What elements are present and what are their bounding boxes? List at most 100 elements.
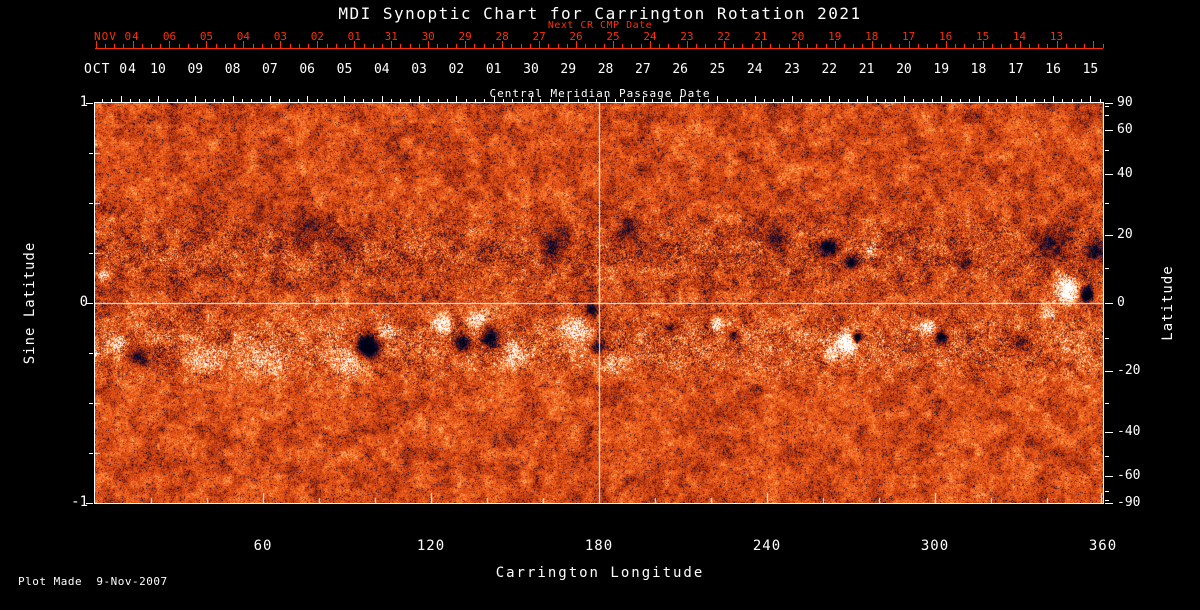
next-cr-date-label: 05: [199, 30, 214, 43]
right-axis-tick: [1105, 500, 1109, 501]
next-cr-date-label: 21: [754, 30, 768, 43]
cmp-date-label: 16: [1045, 62, 1061, 77]
next-cr-tick: [243, 41, 245, 48]
next-cr-tick: [686, 41, 688, 48]
next-cr-date-label: 25: [606, 30, 620, 43]
y-tick-label-sine: -1: [71, 494, 88, 510]
y-tick-label-latitude: -60: [1117, 468, 1141, 484]
next-cr-date-label: 17: [902, 30, 916, 43]
cmp-month-label: OCT 04: [84, 62, 137, 77]
x-tick-label: 60: [253, 538, 273, 554]
next-cr-tick: [613, 41, 614, 48]
next-cr-month-label: NOV 04: [94, 30, 140, 43]
cmp-date-label: 27: [635, 62, 651, 77]
cmp-date-label: 06: [299, 62, 315, 77]
plot-frame: [94, 102, 1104, 504]
next-cr-date-label: 18: [865, 30, 879, 43]
next-cr-date-label: 02: [310, 30, 324, 43]
right-axis-tick: [1105, 371, 1113, 372]
next-cr-date-label: 15: [975, 30, 990, 43]
bottom-axis-title: Carrington Longitude: [495, 565, 705, 581]
cmp-date-label: 01: [485, 62, 502, 77]
cmp-date-label: 19: [933, 62, 950, 77]
next-cr-axis-label: Next CR CMP Date: [547, 20, 653, 31]
next-cr-date-label: 19: [828, 30, 842, 43]
chart-title: MDI Synoptic Chart for Carrington Rotati…: [338, 4, 862, 23]
cmp-date-label: 08: [224, 62, 241, 77]
next-cr-tick: [945, 41, 947, 48]
cmp-date-label: 18: [970, 62, 987, 77]
next-cr-tick: [1093, 41, 1095, 48]
cmp-date-label: 09: [187, 62, 204, 77]
right-axis-tick: [1105, 106, 1109, 107]
next-cr-tick: [871, 41, 873, 48]
cmp-axis-label: Central Meridian Passage Date: [489, 87, 711, 100]
right-axis-tick: [1105, 403, 1109, 404]
next-cr-tick: [169, 41, 171, 48]
next-cr-tick: [649, 41, 651, 48]
next-cr-tick: [502, 41, 504, 48]
right-axis-title: Latitude: [1160, 265, 1176, 341]
cmp-date-label: 07: [262, 62, 278, 77]
next-cr-tick: [280, 41, 282, 48]
x-tick-label: 300: [920, 538, 950, 554]
right-axis-tick: [1105, 432, 1113, 433]
cmp-date-label: 28: [597, 62, 614, 77]
left-axis-tick: [89, 253, 93, 254]
right-axis-tick: [1105, 476, 1113, 477]
next-cr-tick: [982, 41, 984, 48]
next-cr-date-label: 16: [939, 30, 953, 43]
next-cr-tick: [908, 41, 910, 48]
right-axis-tick: [1105, 115, 1109, 116]
cmp-date-label: 24: [746, 62, 763, 77]
cmp-date-label: 30: [523, 62, 539, 77]
right-axis-tick: [1105, 203, 1109, 204]
next-cr-date-label: 29: [458, 30, 472, 43]
cmp-date-label: 04: [373, 62, 390, 77]
x-tick-label: 360: [1088, 538, 1118, 554]
cmp-date-label: 02: [448, 62, 465, 77]
right-axis-tick: [1105, 103, 1113, 104]
x-tick-label: 120: [416, 538, 446, 554]
right-axis-tick: [1105, 174, 1113, 175]
left-axis-title: Sine Latitude: [22, 241, 38, 365]
next-cr-tick: [723, 41, 725, 48]
left-axis-tick: [89, 153, 93, 154]
left-axis-tick: [86, 103, 93, 104]
next-cr-date-label: 14: [1012, 30, 1027, 43]
next-cr-date-label: 30: [421, 30, 435, 43]
left-axis-tick: [89, 453, 93, 454]
next-cr-date-label: 31: [384, 30, 398, 43]
x-tick-label: 240: [752, 538, 782, 554]
y-tick-label-latitude: -20: [1117, 363, 1141, 379]
left-axis-tick: [89, 353, 93, 354]
next-cr-tick: [539, 41, 541, 48]
right-axis-tick: [1105, 303, 1113, 304]
next-cr-tick: [834, 41, 836, 48]
next-cr-date-label: 26: [569, 30, 583, 43]
next-cr-tick: [760, 41, 762, 48]
left-axis-tick: [89, 203, 93, 204]
left-axis-tick: [89, 403, 93, 404]
next-cr-date-label: 27: [532, 30, 546, 43]
y-tick-label-latitude: 40: [1117, 166, 1133, 182]
next-cr-date-label: 03: [273, 30, 287, 43]
next-cr-tick: [428, 41, 430, 48]
y-tick-label-latitude: -40: [1117, 423, 1141, 439]
y-tick-label-sine: 0: [79, 294, 88, 310]
cmp-date-label: 17: [1007, 62, 1024, 77]
cmp-date-label: 10: [150, 62, 166, 77]
y-tick-label-latitude: 60: [1117, 121, 1133, 137]
left-axis-tick: [86, 503, 93, 504]
y-tick-label-latitude: -90: [1117, 495, 1141, 510]
y-tick-label-latitude: 0: [1117, 295, 1125, 310]
next-cr-tick: [797, 41, 799, 48]
right-axis-tick: [1105, 503, 1113, 504]
right-axis-tick: [1105, 456, 1109, 457]
cmp-date-label: 22: [821, 62, 838, 77]
right-axis-tick: [1105, 130, 1113, 131]
cmp-date-label: 21: [858, 62, 875, 77]
next-cr-date-label: 01: [347, 30, 361, 43]
next-cr-tick: [317, 41, 319, 48]
